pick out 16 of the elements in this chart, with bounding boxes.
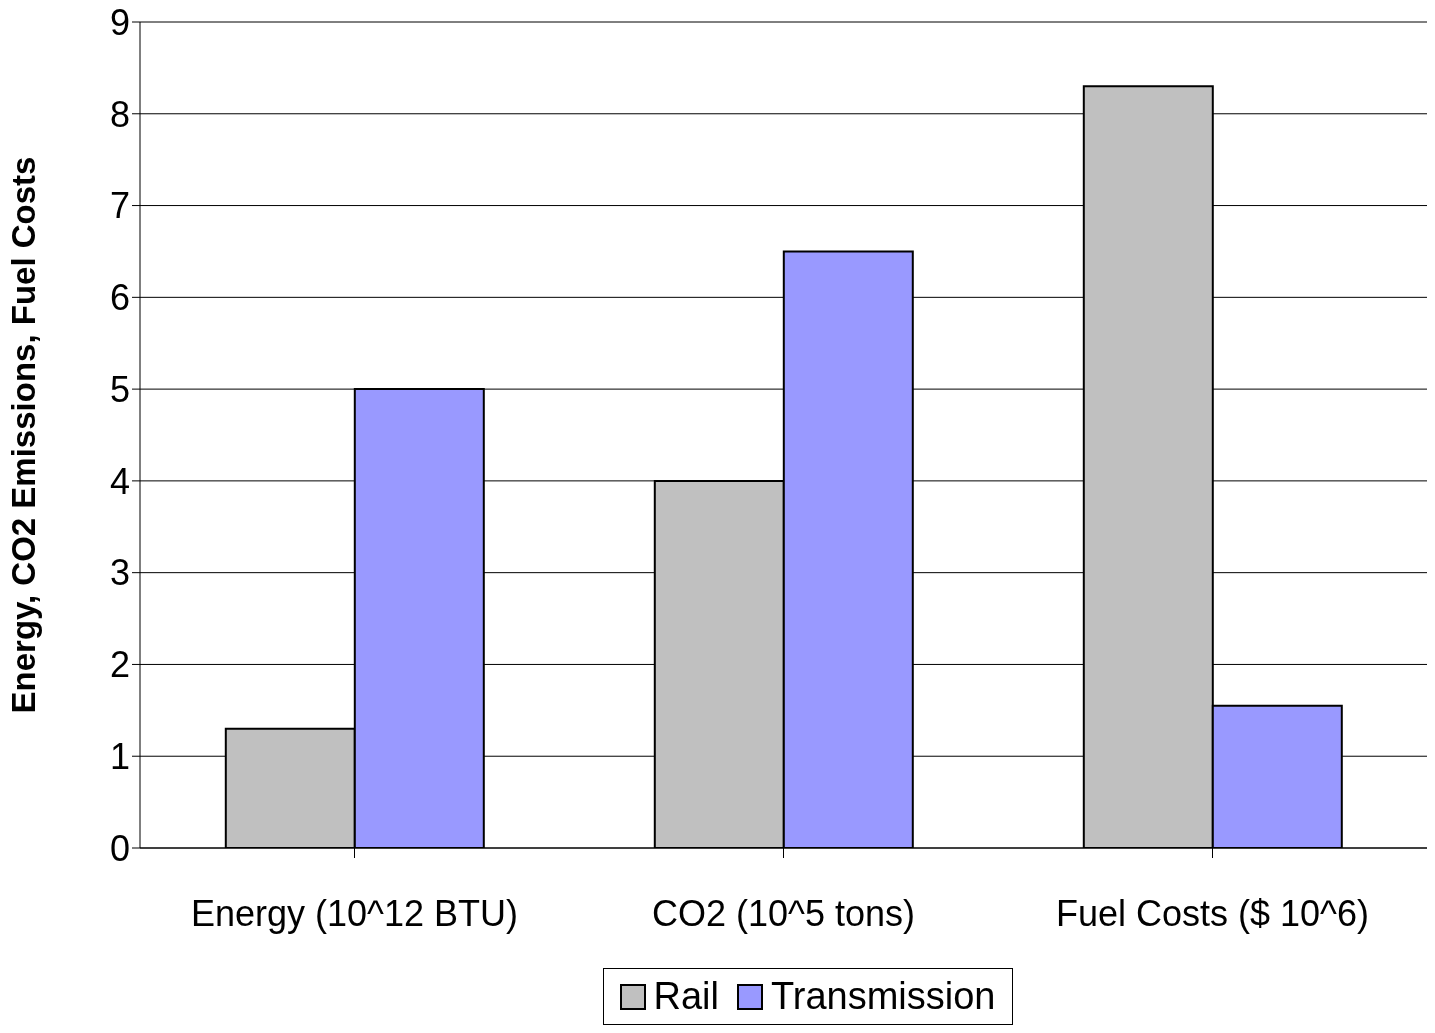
legend-label: Transmission xyxy=(769,975,996,1018)
x-tick-label: CO2 (10^5 tons) xyxy=(651,892,916,934)
y-tick-label: 3 xyxy=(109,552,130,594)
y-axis-title: Energy, CO2 Emissions, Fuel Costs xyxy=(4,156,42,714)
y-tick-label: 9 xyxy=(109,1,130,43)
y-tick-label: 7 xyxy=(109,185,130,227)
y-tick-label: 0 xyxy=(109,827,130,869)
y-tick-label: 4 xyxy=(109,460,130,502)
y-tick-label: 6 xyxy=(109,277,130,319)
y-tick-label: 5 xyxy=(109,368,130,410)
legend-label: Rail xyxy=(652,975,719,1018)
x-tick-label: Energy (10^12 BTU) xyxy=(190,892,519,934)
x-tick-label: Fuel Costs ($ 10^6) xyxy=(1055,892,1370,934)
y-tick-label: 8 xyxy=(109,93,130,135)
y-tick-label: 2 xyxy=(109,644,130,686)
y-tick-label: 1 xyxy=(109,736,130,777)
